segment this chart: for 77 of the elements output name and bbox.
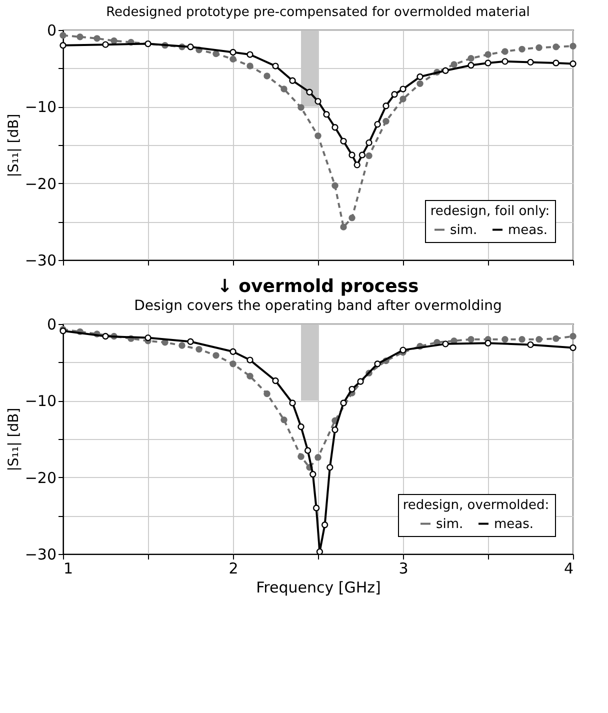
point (264, 72, 270, 80)
y-tick-label: −20 (24, 174, 56, 193)
x-tick-label: 1 (64, 560, 74, 578)
point (502, 58, 508, 65)
point (468, 62, 474, 69)
legend-label: sim. (450, 222, 478, 238)
y-axis-title: |S₁₁| [dB] (6, 114, 22, 178)
point (354, 162, 360, 168)
x-axis-title: Frequency [GHz] (256, 578, 381, 596)
x-tick-label: 3 (398, 560, 408, 578)
point (230, 48, 236, 56)
point (60, 42, 66, 49)
point (314, 98, 322, 105)
point (518, 46, 526, 53)
point (332, 182, 338, 189)
point (502, 48, 508, 55)
point (484, 60, 492, 66)
point (416, 80, 424, 88)
y-tick-label: −30 (24, 546, 56, 564)
point (246, 62, 254, 70)
point (94, 35, 100, 42)
y-tick-label: 0 (46, 22, 56, 40)
point (348, 214, 356, 222)
legend-title: redesign, foil only: (430, 204, 550, 219)
point (76, 34, 84, 40)
point (340, 224, 347, 230)
point (358, 152, 366, 158)
point (450, 61, 458, 68)
point (382, 118, 390, 125)
point (484, 51, 492, 58)
legend-label: sim. (436, 516, 464, 532)
y-tick-label: −10 (24, 98, 56, 116)
point (246, 51, 254, 58)
x-tick-label: 2 (228, 560, 238, 578)
point (570, 42, 576, 50)
point (230, 56, 236, 62)
point (340, 138, 347, 144)
point (280, 86, 288, 92)
point (212, 50, 220, 58)
y-tick-label: −20 (24, 468, 56, 487)
x-tick-label: 4 (564, 560, 574, 578)
legend-label: meas. (494, 516, 534, 532)
point (298, 104, 304, 111)
point (552, 60, 560, 66)
point (187, 44, 194, 50)
point (323, 111, 330, 118)
point (102, 41, 109, 48)
legend-title: redesign, overmolded: (402, 498, 550, 513)
point (442, 67, 449, 74)
point (374, 120, 381, 128)
point (348, 152, 356, 158)
y-tick-label: −10 (24, 392, 56, 410)
point (552, 44, 560, 50)
point (110, 37, 118, 44)
point (272, 62, 279, 70)
point (289, 77, 296, 84)
point (366, 152, 372, 160)
point (570, 60, 576, 68)
point (400, 96, 406, 102)
chart-subtitle: Design covers the operating band after overmolding (134, 298, 502, 314)
point (382, 102, 390, 110)
point (400, 86, 406, 92)
y-axis-title: |S₁₁| [dB] (6, 408, 22, 472)
point (306, 88, 313, 96)
y-tick-label: −30 (24, 252, 56, 270)
chart-title: ↓ overmold process (217, 276, 419, 297)
point (332, 124, 338, 131)
point (314, 132, 322, 140)
point (527, 58, 534, 66)
point (536, 44, 542, 51)
point (416, 73, 424, 80)
chart-title: Redesigned prototype pre-compensated for overmolded material (106, 5, 530, 20)
point (468, 55, 474, 62)
point (366, 139, 372, 146)
y-tick-label: 0 (46, 316, 56, 334)
legend-label: meas. (508, 222, 548, 238)
point (391, 91, 398, 98)
